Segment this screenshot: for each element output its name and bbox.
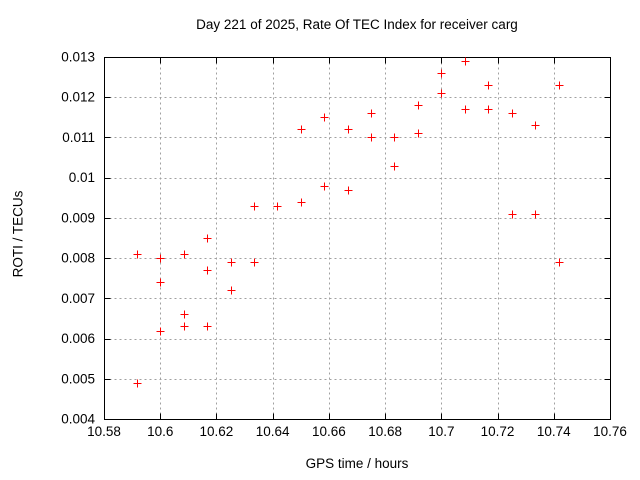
y-tick-label: 0.008 <box>61 251 95 266</box>
data-point-marker <box>180 310 189 319</box>
data-point-marker <box>156 327 165 336</box>
data-point-marker <box>555 81 564 90</box>
y-tick-label: 0.012 <box>61 90 95 105</box>
x-tick-label: 10.64 <box>256 424 290 439</box>
data-point-marker <box>508 109 517 118</box>
data-point-marker <box>555 258 564 267</box>
data-point-marker <box>344 125 353 134</box>
y-tick-label: 0.005 <box>61 371 95 386</box>
data-point-marker <box>227 258 236 267</box>
data-point-marker <box>250 202 259 211</box>
data-point-marker <box>203 322 212 331</box>
y-tick-label: 0.007 <box>61 291 95 306</box>
y-tick-label: 0.004 <box>61 412 95 427</box>
data-point-marker <box>390 162 399 171</box>
data-point-marker <box>250 258 259 267</box>
data-point-marker <box>320 182 329 191</box>
data-point-marker <box>484 105 493 114</box>
data-point-marker <box>461 105 470 114</box>
data-point-marker <box>414 101 423 110</box>
data-point-marker <box>227 286 236 295</box>
x-tick-label: 10.68 <box>368 424 402 439</box>
data-point-marker <box>273 202 282 211</box>
data-point-marker <box>484 81 493 90</box>
data-point-marker <box>508 210 517 219</box>
x-tick-label: 10.6 <box>147 424 173 439</box>
data-point-marker <box>344 186 353 195</box>
data-point-marker <box>437 69 446 78</box>
data-point-marker <box>297 198 306 207</box>
x-axis-label: GPS time / hours <box>305 456 409 471</box>
x-tick-label: 10.76 <box>593 424 627 439</box>
data-point-marker <box>367 109 376 118</box>
data-point-marker <box>367 133 376 142</box>
data-point-marker <box>414 129 423 138</box>
x-tick-label: 10.58 <box>87 424 121 439</box>
data-point-marker <box>203 266 212 275</box>
y-tick-label: 0.013 <box>61 50 95 65</box>
y-tick-label: 0.006 <box>61 331 95 346</box>
data-point-marker <box>531 121 540 130</box>
data-point-marker <box>156 254 165 263</box>
plot-border <box>104 57 611 420</box>
data-point-marker <box>180 250 189 259</box>
data-point-marker <box>531 210 540 219</box>
x-tick-label: 10.7 <box>428 424 454 439</box>
data-point-marker <box>390 133 399 142</box>
x-tick-label: 10.62 <box>200 424 234 439</box>
chart-title: Day 221 of 2025, Rate Of TEC Index for r… <box>196 17 518 32</box>
data-point-marker <box>437 89 446 98</box>
data-point-marker <box>180 322 189 331</box>
x-tick-label: 10.74 <box>537 424 571 439</box>
data-point-marker <box>297 125 306 134</box>
data-point-marker <box>133 379 142 388</box>
data-point-marker <box>156 278 165 287</box>
x-tick-label: 10.72 <box>481 424 515 439</box>
data-point-marker <box>320 113 329 122</box>
x-tick-label: 10.66 <box>312 424 346 439</box>
y-tick-label: 0.011 <box>62 130 95 145</box>
data-point-marker <box>461 57 470 66</box>
y-tick-label: 0.009 <box>61 210 95 225</box>
data-point-marker <box>133 250 142 259</box>
y-tick-label: 0.01 <box>69 170 95 185</box>
data-point-marker <box>203 234 212 243</box>
